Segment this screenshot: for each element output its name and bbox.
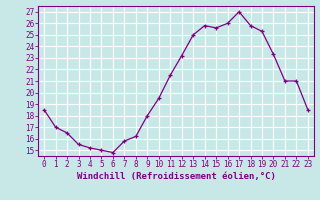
X-axis label: Windchill (Refroidissement éolien,°C): Windchill (Refroidissement éolien,°C): [76, 172, 276, 181]
